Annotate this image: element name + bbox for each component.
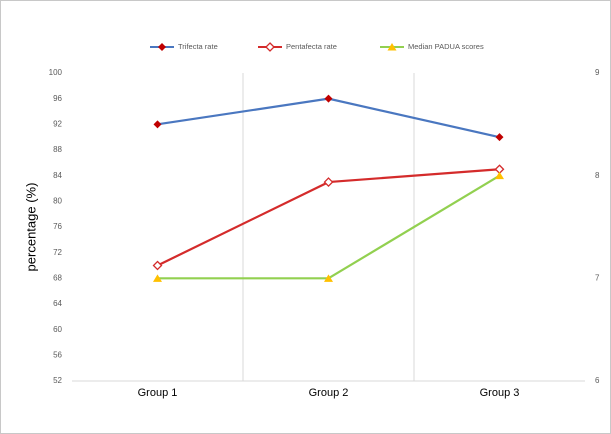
legend-label: Pentafecta rate [286, 42, 337, 51]
y-tick-label: 80 [53, 196, 62, 205]
y-tick-label: 88 [53, 145, 62, 154]
x-tick-label: Group 1 [138, 387, 178, 399]
y-axis-label: percentage (%) [23, 183, 38, 272]
x-tick-label: Group 3 [480, 387, 520, 399]
marker [324, 94, 333, 103]
y2-tick-label: 8 [595, 171, 600, 180]
y-tick-label: 100 [49, 68, 63, 77]
legend-label: Trifecta rate [178, 42, 218, 51]
marker [323, 177, 334, 188]
y-tick-label: 52 [53, 376, 62, 385]
marker [324, 274, 333, 282]
marker [495, 133, 504, 142]
marker [495, 171, 504, 180]
y-tick-label: 60 [53, 325, 62, 334]
marker [158, 43, 166, 51]
y2-tick-label: 7 [595, 273, 600, 282]
legend-label: Median PADUA scores [408, 42, 484, 51]
x-tick-label: Group 2 [309, 387, 349, 399]
y2-tick-label: 9 [595, 68, 600, 77]
y2-tick-label: 6 [595, 376, 600, 385]
marker [152, 260, 163, 271]
y-tick-label: 56 [53, 350, 62, 359]
y-tick-label: 76 [53, 222, 62, 231]
y-tick-label: 68 [53, 273, 62, 282]
marker [153, 274, 162, 282]
marker [265, 42, 275, 52]
marker [153, 120, 162, 129]
y-tick-label: 84 [53, 171, 62, 180]
y-tick-label: 72 [53, 248, 62, 257]
y-tick-label: 64 [53, 299, 62, 308]
marker [387, 43, 397, 51]
y-tick-label: 92 [53, 119, 62, 128]
y-tick-label: 96 [53, 94, 62, 103]
